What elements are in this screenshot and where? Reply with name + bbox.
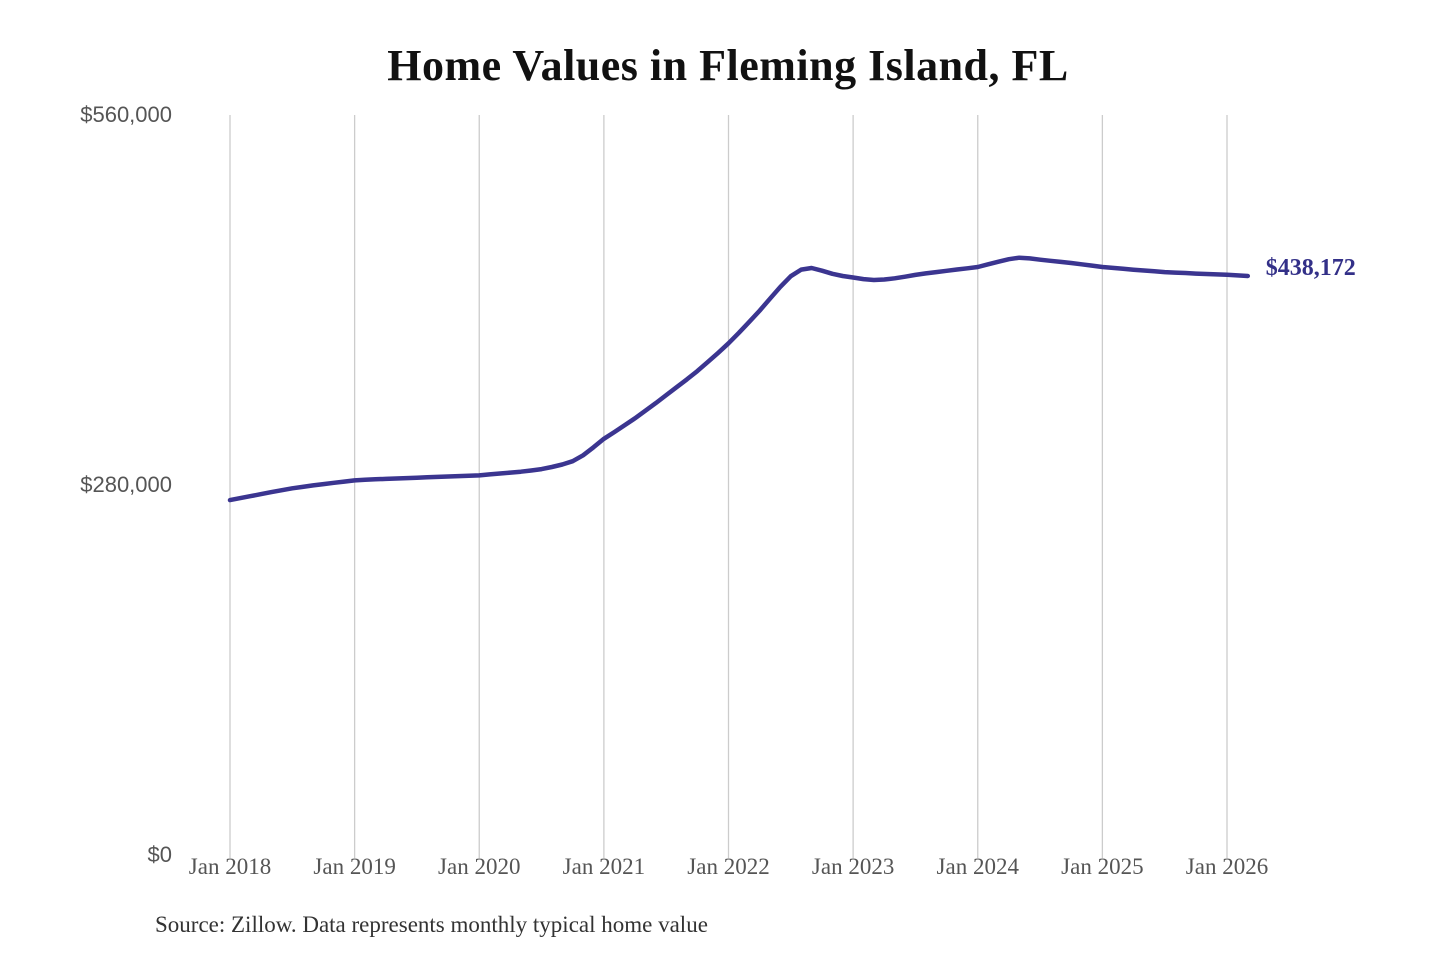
home-value-line: [227, 255, 1251, 503]
x-axis-tick-label: Jan 2024: [936, 854, 1019, 879]
x-axis-tick-label: Jan 2025: [1061, 854, 1144, 879]
x-axis-tick-label: Jan 2026: [1185, 854, 1269, 879]
x-axis-tick-label: Jan 2019: [313, 854, 396, 879]
y-axis-tick-label: $0: [147, 842, 172, 867]
y-axis-tick-label: $560,000: [80, 102, 172, 127]
y-axis-tick-label: $280,000: [80, 472, 172, 497]
x-axis-tick-label: Jan 2023: [811, 854, 895, 879]
x-axis-tick-label: Jan 2020: [438, 854, 521, 879]
x-axis-tick-label: Jan 2021: [562, 854, 646, 879]
x-axis-tick-label: Jan 2018: [188, 854, 272, 879]
current-value-label: $438,172: [1265, 254, 1356, 281]
chart-title: Home Values in Fleming Island, FL: [387, 41, 1069, 90]
x-axis-tick-label: Jan 2022: [687, 854, 770, 879]
source-note: Source: Zillow. Data represents monthly …: [155, 912, 708, 937]
